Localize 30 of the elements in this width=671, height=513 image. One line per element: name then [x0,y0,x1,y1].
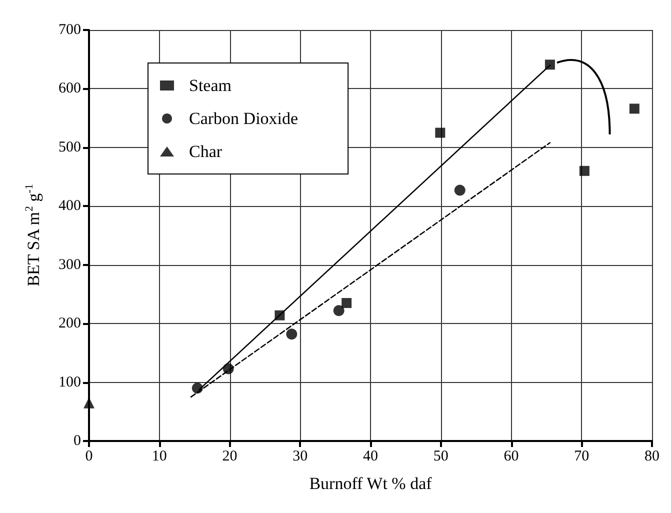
point [333,305,344,316]
legend-label: Char [189,142,222,161]
x-axis-title: Burnoff Wt % daf [309,474,432,493]
legend-label: Carbon Dioxide [189,109,298,128]
point [544,60,555,70]
x-tick-label: 10 [152,448,167,464]
y-tick-label: 600 [58,80,81,97]
x-tick-label: 20 [222,448,238,464]
y-tick-label: 500 [58,139,81,156]
point [579,166,590,176]
point [435,128,446,138]
y-tick-label: 0 [74,433,81,449]
y-tick-label: 400 [58,198,81,214]
x-tick-label: 30 [292,448,308,464]
y-axis-title: BET SA m2 g-1 [24,184,43,286]
point [286,328,298,340]
y-tick-label: 100 [58,374,81,390]
x-tick-label: 40 [363,448,378,464]
point [342,298,352,308]
point [454,184,466,196]
point [629,104,640,114]
x-tick-label: 70 [574,448,590,464]
x-tick-label: 60 [504,448,519,464]
x-tick-label: 50 [433,448,448,464]
legend-label: Steam [189,76,232,95]
y-tick-label: 700 [58,22,81,38]
x-tick-label: 0 [85,448,93,464]
y-tick-label: 200 [58,316,81,332]
y-tick-label: 300 [58,256,81,273]
x-tick-label: 80 [644,448,660,464]
